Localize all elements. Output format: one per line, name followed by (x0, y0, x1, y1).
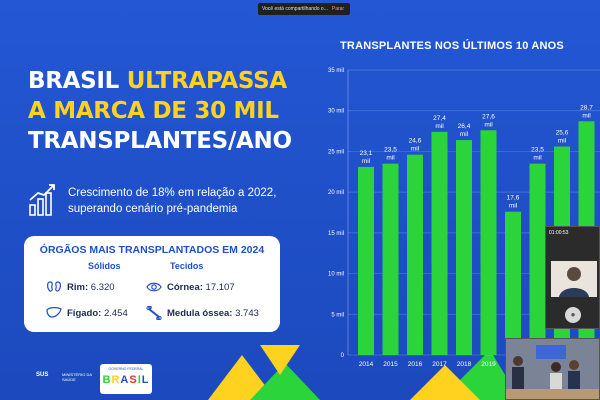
y-tick-label: 0 (341, 353, 345, 359)
government-slogan: GOVERNO FEDERAL (108, 367, 144, 371)
video-tile-presenter[interactable]: 01:00:53 ● (545, 226, 600, 329)
brasil-word: BRASIL (102, 374, 150, 386)
growth-text: Crescimento de 18% em relação a 2022, su… (68, 185, 288, 217)
liver-value: 2.454 (103, 307, 128, 319)
video-participant-feed (551, 261, 597, 297)
sus-logo: SUS (36, 372, 49, 378)
user-avatar-icon[interactable]: ● (565, 307, 581, 323)
x-tick-label: 2019 (481, 361, 496, 368)
y-tick-label: 10 mil (328, 272, 344, 278)
organs-card: ÓRGÃOS MAIS TRANSPLANTADOS EM 2024 Sólid… (24, 236, 280, 332)
y-tick-label: 20 mil (328, 190, 344, 196)
eye-icon (146, 282, 162, 292)
stop-sharing-button[interactable]: Parar (331, 6, 345, 12)
bar (505, 211, 521, 355)
bar (431, 131, 448, 355)
headline-line-1: BRASIL ULTRAPASSA (28, 66, 288, 96)
data-label: 27,6 (482, 113, 495, 120)
bone-icon (146, 306, 162, 320)
chart-title: TRANSPLANTES NOS ÚLTIMOS 10 ANOS (340, 40, 564, 52)
growth-line-2: superando cenário pré-pandemia (68, 203, 238, 215)
y-tick-label: 15 mil (328, 231, 344, 237)
headline: BRASIL ULTRAPASSA A MARCA DE 30 MIL TRAN… (28, 66, 292, 156)
y-tick-label: 5 mil (331, 312, 344, 318)
y-tick-label: 25 mil (328, 149, 344, 155)
x-tick-label: 2016 (408, 361, 423, 368)
participant-silhouette-icon (559, 267, 589, 297)
deco-yellow-triangle-left (208, 355, 276, 400)
bar (529, 163, 546, 355)
data-label-unit: mil (460, 131, 469, 138)
data-label: 28,7 (580, 104, 593, 111)
data-label: 23,5 (531, 147, 544, 154)
data-label: 27,4 (433, 115, 446, 122)
x-tick-label: 2014 (359, 361, 374, 368)
data-label: 26,4 (458, 123, 471, 130)
organ-row-cornea: Córnea: 17.107 (146, 280, 235, 294)
data-label-unit: mil (533, 155, 542, 162)
deco-yellow-shape-right (410, 365, 480, 400)
data-label-unit: mil (362, 158, 371, 165)
data-label-unit: mil (558, 138, 567, 145)
organs-title: ÓRGÃOS MAIS TRANSPLANTADOS EM 2024 (39, 244, 265, 256)
data-label: 23,5 (384, 147, 397, 154)
data-label: 23,1 (360, 150, 373, 157)
liver-icon (46, 307, 62, 318)
decorative-shapes (208, 345, 520, 400)
cornea-value: 17.107 (205, 281, 235, 293)
data-label-unit: mil (582, 112, 591, 119)
bone-marrow-value: 3.743 (235, 307, 259, 319)
data-label-unit: mil (435, 123, 444, 130)
video-tile-room[interactable] (505, 338, 600, 400)
x-tick-label: 2017 (432, 361, 447, 368)
ministry-logo: MINISTÉRIO DA SAÚDE (62, 372, 92, 382)
cornea-label: Córnea: (167, 281, 203, 293)
share-status-text: Você está compartilhando o... (262, 6, 328, 12)
kidney-value: 6.320 (90, 281, 115, 293)
bar (382, 163, 399, 355)
kidney-label: Rim: (67, 281, 89, 293)
data-label: 25,6 (556, 130, 569, 137)
organ-row-liver: Fígado: 2.454 (46, 306, 128, 320)
liver-label: Fígado: (67, 307, 102, 319)
bar (480, 130, 497, 355)
data-label-unit: mil (509, 203, 518, 210)
tissue-heading: Tecidos (170, 261, 204, 271)
bar (358, 166, 374, 355)
brasil-government-logo: GOVERNO FEDERAL BRASIL (100, 364, 152, 394)
headline-highlight: ULTRAPASSA (126, 68, 287, 94)
bone-marrow-label: Medula óssea: (167, 307, 233, 319)
x-tick-label: 2018 (457, 361, 472, 368)
data-label-unit: mil (484, 121, 493, 128)
headline-line-3: TRANSPLANTES/ANO (28, 128, 292, 154)
deco-yellow-triangle-top (260, 345, 300, 375)
data-label-unit: mil (386, 155, 395, 162)
headline-brasil: BRASIL (28, 68, 120, 94)
data-label: 17,6 (507, 195, 520, 202)
solid-heading: Sólidos (88, 261, 121, 271)
video-tile-time: 01:00:53 (549, 230, 569, 236)
data-label: 24,6 (409, 138, 422, 145)
headline-line-2: A MARCA DE 30 MIL (28, 98, 279, 124)
screen-share-bar: Você está compartilhando o... Parar (258, 3, 350, 15)
bar (407, 154, 423, 355)
deco-green-triangle (250, 363, 320, 400)
organ-row-bone-marrow: Medula óssea: 3.743 (146, 306, 259, 320)
room-participants-feed (506, 339, 599, 399)
y-tick-label: 35 mil (328, 68, 344, 74)
y-tick-label: 30 mil (328, 109, 344, 115)
growth-line-1: Crescimento de 18% em relação a 2022, (68, 187, 277, 199)
bar (456, 140, 472, 355)
organ-row-kidney: Rim: 6.320 (46, 280, 115, 294)
x-tick-label: 2015 (383, 361, 398, 368)
kidney-icon (47, 281, 61, 292)
growth-chart-icon (29, 184, 55, 216)
data-label-unit: mil (411, 146, 420, 153)
